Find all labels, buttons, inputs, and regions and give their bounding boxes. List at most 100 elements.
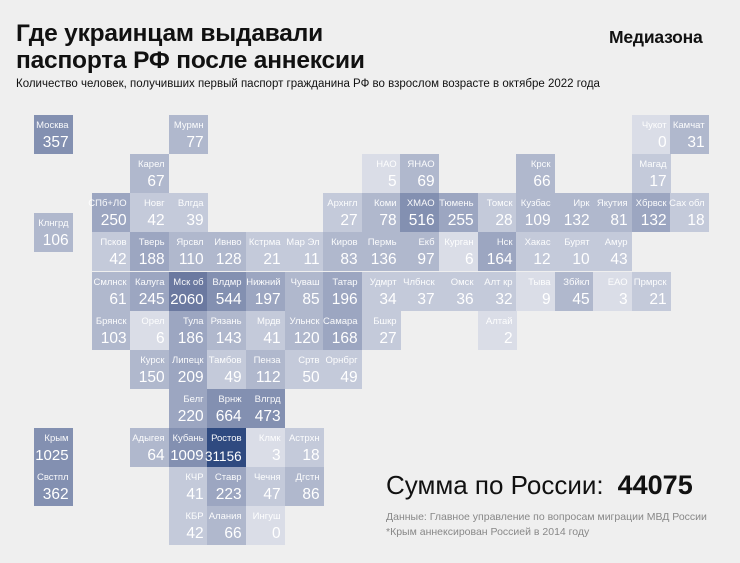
region-label: Екб xyxy=(418,237,435,248)
region-value: 10 xyxy=(572,251,590,268)
region-tile: Магад 17 xyxy=(632,154,671,193)
region-label: Ярсвл xyxy=(176,237,204,248)
region-value: 132 xyxy=(640,212,667,229)
region-tile: Брянск 103 xyxy=(92,311,131,350)
region-label: ЕАО xyxy=(607,277,628,288)
region-tile: КБР 42 xyxy=(169,506,208,545)
region-value: 36 xyxy=(456,291,474,308)
region-label: Влгда xyxy=(177,198,204,209)
title-line-2: паспорта РФ после аннексии xyxy=(16,47,365,74)
total-sum: Сумма по России: 44075 xyxy=(386,470,693,501)
region-tile: Орнбрг 49 xyxy=(323,350,362,389)
region-value: 97 xyxy=(417,251,435,268)
region-value: 255 xyxy=(447,212,474,229)
region-label: Амур xyxy=(604,237,628,248)
region-label: Пенза xyxy=(253,355,281,366)
region-tile: Тверь 188 xyxy=(130,232,169,271)
region-value: 473 xyxy=(254,408,281,425)
chart-subtitle: Количество человек, получивших первый па… xyxy=(16,78,600,90)
region-value: 47 xyxy=(263,486,281,503)
region-value: 50 xyxy=(302,369,320,386)
region-label: Кстрма xyxy=(248,237,281,248)
region-label: Влгрд xyxy=(254,394,281,405)
region-label: Алт кр xyxy=(484,277,513,288)
crimea-footnote: *Крым аннексирован Россией в 2014 году xyxy=(386,526,590,538)
region-tile: Якутия 81 xyxy=(593,193,632,232)
region-label: Прмрск xyxy=(633,277,667,288)
region-value: 143 xyxy=(215,330,242,347)
region-label: Пермь xyxy=(367,237,397,248)
region-tile: Ярсвл 110 xyxy=(169,232,208,271)
region-value: 45 xyxy=(572,291,590,308)
region-value: 42 xyxy=(186,525,204,542)
region-value: 27 xyxy=(379,330,397,347)
region-tile: Киров 83 xyxy=(323,232,362,271)
region-value: 1025 xyxy=(35,447,69,464)
region-value: 5 xyxy=(387,173,397,190)
region-value: 31156 xyxy=(205,449,242,464)
region-tile: Рязань 143 xyxy=(207,311,246,350)
region-tile: Архнгл 27 xyxy=(323,193,362,232)
region-value: 357 xyxy=(42,134,69,151)
region-label: Псков xyxy=(100,237,127,248)
region-tile: Влгрд 473 xyxy=(246,389,285,428)
region-value: 2 xyxy=(503,330,513,347)
region-tile: Крым 1025 xyxy=(34,428,73,467)
region-label: НАО xyxy=(376,159,397,170)
region-value: 2060 xyxy=(170,291,204,308)
region-value: 9 xyxy=(541,291,551,308)
region-label: Белг xyxy=(183,394,204,405)
region-label: Ростов xyxy=(211,433,242,444)
region-value: 197 xyxy=(254,291,281,308)
region-tile: Мурмн 77 xyxy=(169,115,208,154)
region-value: 81 xyxy=(610,212,628,229)
region-tile: Татар 196 xyxy=(323,272,362,311)
region-value: 37 xyxy=(417,291,435,308)
region-tile: Нижний 197 xyxy=(246,272,285,311)
region-label: Ставр xyxy=(214,472,242,483)
region-label: Магад xyxy=(639,159,667,170)
region-label: Збйкл xyxy=(563,277,590,288)
region-value: 43 xyxy=(610,251,628,268)
region-value: 28 xyxy=(495,212,513,229)
region-value: 77 xyxy=(186,134,204,151)
region-label: Архнгл xyxy=(327,198,358,209)
region-value: 109 xyxy=(524,212,551,229)
title-line-1: Где украинцам выдавали xyxy=(16,20,323,47)
region-tile: Дгстн 86 xyxy=(285,467,324,506)
data-source-note: Данные: Главное управление по вопросам м… xyxy=(386,511,707,523)
region-tile: Ульнск 120 xyxy=(285,311,324,350)
region-label: Крым xyxy=(44,433,69,444)
region-label: Крск xyxy=(530,159,551,170)
region-label: Омск xyxy=(450,277,474,288)
region-label: Рязань xyxy=(210,316,242,327)
region-label: Москва xyxy=(36,120,69,131)
region-tile: Тула 186 xyxy=(169,311,208,350)
region-value: 6 xyxy=(464,251,474,268)
region-tile: Тыва 9 xyxy=(516,272,555,311)
region-label: Татар xyxy=(332,277,358,288)
region-value: 67 xyxy=(147,173,165,190)
region-value: 66 xyxy=(533,173,551,190)
region-label: Коми xyxy=(373,198,397,209)
region-value: 186 xyxy=(177,330,204,347)
region-label: Ульнск xyxy=(289,316,320,327)
region-label: Липецк xyxy=(172,355,204,366)
region-tile: Пермь 136 xyxy=(362,232,401,271)
region-label: Мрдв xyxy=(257,316,281,327)
region-label: Томск xyxy=(486,198,513,209)
region-label: Сртв xyxy=(298,355,320,366)
region-tile: Клнгрд 106 xyxy=(34,213,73,252)
region-value: 132 xyxy=(563,212,590,229)
region-label: ЯНАО xyxy=(407,159,435,170)
region-tile: Чечня 47 xyxy=(246,467,285,506)
region-label: Сах обл xyxy=(669,198,705,209)
region-tile: Нск 164 xyxy=(478,232,517,271)
total-sum-value: 44075 xyxy=(617,470,693,500)
region-tile: Влдмр 544 xyxy=(207,272,246,311)
region-label: Влдмр xyxy=(212,277,242,288)
region-tile: Кстрма 21 xyxy=(246,232,285,271)
region-value: 136 xyxy=(370,251,397,268)
region-label: Тверь xyxy=(138,237,165,248)
region-value: 83 xyxy=(340,251,358,268)
